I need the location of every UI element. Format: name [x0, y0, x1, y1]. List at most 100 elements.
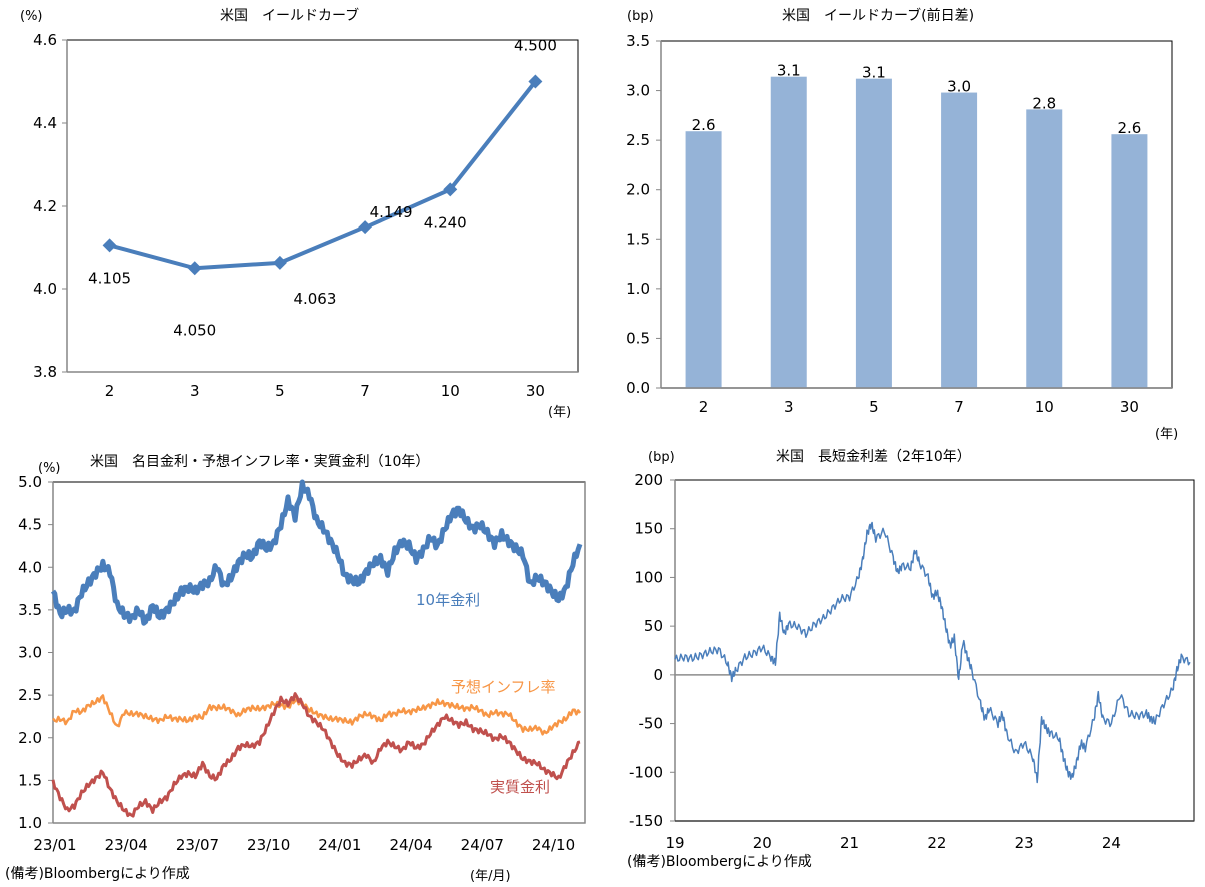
y-tick-label: 4.0	[18, 558, 42, 576]
x-tick-label: 3	[784, 398, 794, 416]
bar-value-label: 3.0	[947, 78, 971, 96]
c3-title: 米国 名目金利・予想インフレ率・実質金利（10年）	[90, 453, 429, 470]
bar-value-label: 3.1	[862, 64, 886, 82]
x-tick-label: 5	[275, 382, 285, 400]
yield-change-bar-chart: (bp) 米国 イールドカーブ(前日差) 0.0 0.5 1.0 1.5 2.0 2.5 3…	[626, 7, 1178, 442]
y-tick-label: 1.0	[18, 814, 42, 832]
x-tick-label: 23/04	[105, 836, 148, 854]
x-tick-label: 7	[360, 382, 370, 400]
bar	[855, 78, 892, 388]
x-tick-label: 24/07	[461, 836, 504, 854]
x-tick-label: 30	[1120, 398, 1139, 416]
series-line-real-rate	[51, 692, 581, 818]
c4-y-unit: (bp)	[648, 450, 675, 465]
y-tick-label: 200	[634, 471, 663, 489]
x-tick-label: 23	[1015, 834, 1034, 852]
y-tick-label: 2.5	[18, 686, 42, 704]
x-tick-label: 21	[840, 834, 859, 852]
data-point-marker	[358, 220, 373, 235]
data-point-marker	[443, 182, 458, 197]
y-tick-label: -150	[629, 812, 663, 830]
bar	[770, 76, 807, 388]
x-tick-label: 23/01	[33, 836, 76, 854]
x-tick-label: 24/10	[532, 836, 575, 854]
x-tick-label: 2	[105, 382, 115, 400]
c2-y-unit: (bp)	[627, 9, 654, 24]
y-tick-label: 100	[634, 568, 663, 586]
x-tick-label: 22	[927, 834, 946, 852]
bar-value-label: 2.6	[692, 116, 716, 134]
spread-line	[674, 521, 1191, 784]
bar-value-label: 2.8	[1032, 94, 1056, 112]
data-label: 4.500	[514, 37, 557, 55]
yield-curve-line	[109, 80, 537, 271]
series-line-nominal-10y	[50, 479, 583, 626]
rates-decomposition-chart: (%) 米国 名目金利・予想インフレ率・実質金利（10年） 1.0 1.5 2.0 2…	[5, 453, 586, 884]
y-tick-label: 2.5	[626, 131, 650, 149]
c3-y-unit: (%)	[38, 461, 61, 476]
c2-plot-frame	[660, 40, 1173, 389]
y-tick-label: 50	[644, 617, 663, 635]
y-tick-label: 1.5	[18, 771, 42, 789]
x-tick-label: 10	[441, 382, 460, 400]
y-tick-label: -100	[629, 763, 663, 781]
data-label: 4.240	[424, 213, 467, 231]
data-label: 4.063	[293, 290, 336, 308]
x-tick-label: 30	[526, 382, 545, 400]
y-tick-label: 2.0	[18, 729, 42, 747]
y-tick-label: 4.2	[33, 197, 57, 215]
bar	[941, 92, 978, 388]
data-label: 4.050	[173, 321, 216, 339]
c1-plot-frame	[66, 39, 579, 373]
y-tick-label: 4.0	[33, 280, 57, 298]
x-tick-label: 5	[869, 398, 879, 416]
y-tick-label: 3.0	[18, 644, 42, 662]
c1-x-unit: (年)	[548, 405, 571, 420]
x-tick-label: 23/10	[247, 836, 290, 854]
bar	[1026, 109, 1063, 388]
bar	[1111, 134, 1148, 388]
yield-curve-chart: (%) 米国 イールドカーブ 3.84.04.24.44.6 2 3 5 7 10 30 …	[20, 7, 579, 420]
x-tick-label: 19	[665, 834, 684, 852]
c4-source-note: (備考)Bloombergにより作成	[627, 854, 812, 870]
y-tick-label: 0	[653, 666, 663, 684]
c1-title: 米国 イールドカーブ	[220, 7, 359, 24]
y-tick-label: 3.5	[626, 32, 650, 50]
data-point-marker	[272, 255, 287, 270]
x-tick-label: 2	[699, 398, 709, 416]
y-tick-label: 4.5	[18, 516, 42, 534]
data-label: 4.105	[88, 269, 131, 287]
x-tick-label: 7	[954, 398, 964, 416]
y-tick-label: -50	[639, 715, 664, 733]
y-tick-label: 3.8	[33, 363, 57, 381]
y-tick-label: 1.5	[626, 230, 650, 248]
data-point-marker	[528, 74, 543, 89]
c3-series-label-inflation: 予想インフレ率	[451, 678, 556, 696]
y-tick-label: 4.4	[33, 114, 57, 132]
y-tick-label: 4.6	[33, 31, 57, 49]
bar	[685, 131, 722, 388]
y-tick-label: 0.5	[626, 329, 650, 347]
x-tick-label: 24	[1102, 834, 1121, 852]
series-line-expected-inflation	[52, 694, 582, 736]
x-tick-label: 23/07	[176, 836, 219, 854]
c3-source-note: (備考)Bloombergにより作成	[5, 866, 190, 882]
data-label: 4.149	[370, 203, 413, 221]
data-point-marker	[102, 238, 117, 253]
y-tick-label: 0.0	[626, 379, 650, 397]
c3-x-unit: (年/月)	[470, 869, 511, 884]
x-tick-label: 20	[753, 834, 772, 852]
y-tick-label: 2.0	[626, 181, 650, 199]
c3-plot-frame	[52, 481, 586, 824]
bar-value-label: 3.1	[777, 62, 801, 80]
c3-series-label-nominal: 10年金利	[416, 591, 480, 609]
x-tick-label: 10	[1035, 398, 1054, 416]
y-tick-label: 1.0	[626, 280, 650, 298]
bar-value-label: 2.6	[1117, 119, 1141, 137]
c4-title: 米国 長短金利差（2年10年）	[776, 449, 971, 465]
c2-title: 米国 イールドカーブ(前日差)	[782, 7, 974, 24]
x-tick-label: 24/04	[389, 836, 432, 854]
c3-series-label-real: 実質金利	[490, 778, 550, 796]
yield-spread-chart: (bp) 米国 長短金利差（2年10年） -150 -100 -50 0 50 100 15…	[627, 449, 1195, 870]
